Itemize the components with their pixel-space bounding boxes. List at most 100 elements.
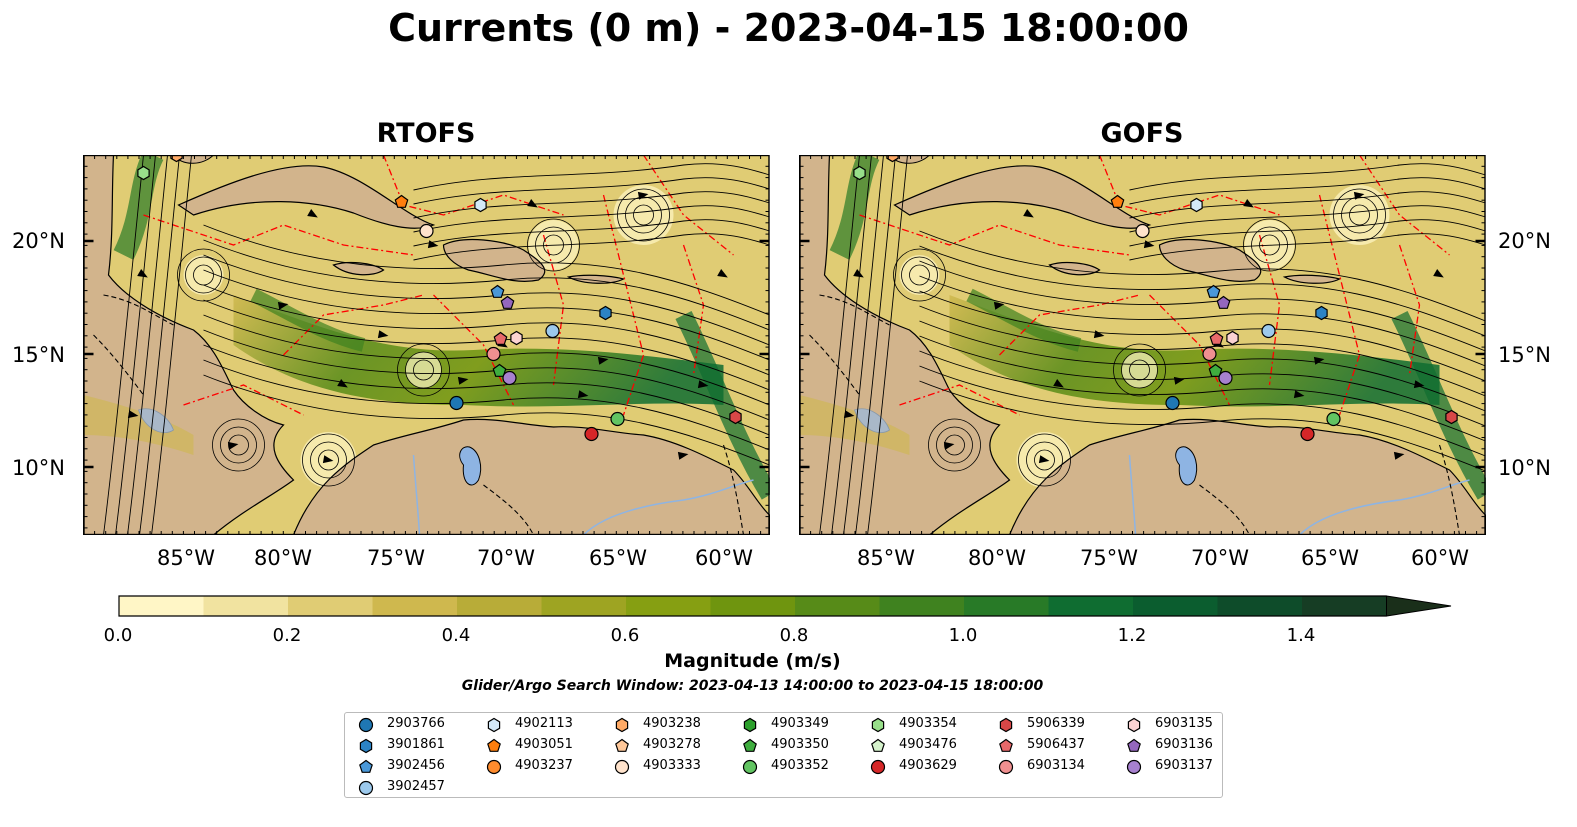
streamline (413, 205, 770, 233)
current-band (233, 295, 724, 407)
streamline (115, 155, 156, 535)
circle-marker-icon (1126, 759, 1142, 775)
current-band (949, 295, 1440, 407)
eez-boundary (899, 384, 1020, 416)
map-frame (83, 155, 770, 535)
float-5906437-marker (1209, 331, 1224, 345)
eddy-ring (397, 343, 450, 397)
stream-arrow (1053, 379, 1064, 388)
streamline (1129, 205, 1486, 233)
streamline (919, 365, 1486, 457)
hexagon-marker-icon (871, 717, 885, 733)
float-4903350-marker (492, 363, 507, 377)
eez-boundary (1258, 234, 1281, 386)
colorbar-segment (1048, 596, 1134, 616)
legend-label: 4903352 (771, 758, 829, 773)
lake-maracaibo (1175, 446, 1198, 486)
eez-boundary (602, 194, 645, 416)
stream-arrow (1173, 376, 1185, 385)
lat-label-15n-left: 15°N (12, 343, 65, 367)
stream-arrow (1413, 380, 1425, 389)
float-3901861-marker (599, 305, 612, 321)
country-border (809, 334, 860, 396)
pentagon-marker-icon (871, 738, 885, 752)
float-4903238-marker (170, 155, 183, 163)
pacific-current (83, 395, 194, 455)
float-4903354-marker (137, 165, 150, 181)
float-4903350-marker (1208, 363, 1223, 377)
lake-nicaragua (137, 408, 174, 434)
colorbar-tick: 0.4 (441, 625, 471, 646)
cuba-land (893, 165, 1152, 229)
float-6903134-marker (486, 346, 501, 362)
eddy-ring (901, 256, 938, 294)
float-6903134-marker (1202, 346, 1217, 362)
circle-marker-icon (998, 759, 1014, 775)
figure-title: Currents (0 m) - 2023-04-15 18:00:00 (388, 6, 1189, 50)
float-4902113-marker (474, 197, 487, 213)
stream-arrow (1093, 330, 1105, 339)
float-4903629-marker (1300, 426, 1315, 442)
eez-boundary (859, 214, 1130, 256)
stream-arrow (1023, 209, 1034, 218)
streamline (203, 314, 770, 406)
legend-label: 6903137 (1155, 758, 1213, 773)
float-3902457-marker (545, 323, 560, 339)
float-3902457-marker (1261, 323, 1276, 339)
streamline (413, 219, 770, 247)
orinoco-river (582, 479, 754, 535)
streamline (203, 224, 770, 316)
eez-boundary (1398, 244, 1421, 376)
lon-label-70w-rtofs: 70°W (477, 546, 535, 570)
colorbar-segment (457, 596, 542, 616)
circle-marker-icon (870, 759, 886, 775)
legend-label: 4903333 (643, 758, 701, 773)
legend-label: 4903237 (515, 758, 573, 773)
legend-label: 5906339 (1027, 716, 1085, 731)
pentagon-marker-icon (487, 738, 501, 752)
magdalena-river (412, 454, 421, 535)
colorbar-label: Magnitude (m/s) (664, 650, 841, 672)
eddy-ring (1333, 188, 1386, 242)
eez-boundary (183, 384, 304, 416)
stream-arrow (137, 269, 148, 278)
colorbar-segment (626, 596, 711, 616)
streamline (139, 155, 180, 535)
puerto-rico-land (566, 274, 626, 284)
eez-boundary (143, 214, 414, 256)
hexagon-marker-icon (999, 717, 1013, 733)
streamline (1129, 163, 1486, 191)
hexagon-marker-icon (359, 738, 373, 754)
eddy-ring (405, 351, 442, 389)
eastern-inflow (675, 310, 770, 500)
float-2903766-marker (449, 395, 464, 411)
streamline (203, 344, 770, 436)
lon-label-85w-gofs: 85°W (857, 546, 915, 570)
legend-label: 4903354 (899, 716, 957, 731)
streamline (1129, 177, 1486, 205)
stream-arrow (277, 301, 289, 310)
streamline (203, 254, 770, 346)
hispaniola-land (442, 238, 546, 282)
colorbar-segment (119, 596, 204, 616)
lake-nicaragua (853, 408, 890, 434)
streamline (1129, 233, 1486, 261)
float-6903137-marker (502, 370, 517, 386)
stream-arrow (993, 301, 1005, 310)
float-5906437-marker (493, 331, 508, 345)
streamline (413, 233, 770, 261)
colorbar-extend-arrow (1386, 595, 1452, 617)
legend-label: 6903134 (1027, 758, 1085, 773)
colorbar-segment (203, 596, 289, 616)
eez-boundary (1098, 155, 1280, 216)
streamline (919, 350, 1486, 442)
pentagon-marker-icon (1127, 738, 1141, 752)
circle-marker-icon (742, 759, 758, 775)
stream-arrow (1313, 356, 1325, 365)
circle-marker-icon (486, 759, 502, 775)
stream-arrow (677, 451, 689, 460)
stream-arrow (853, 269, 864, 278)
eez-boundary (999, 294, 1140, 356)
panel-title-rtofs: RTOFS (376, 118, 476, 149)
eddy-ring (310, 441, 347, 479)
